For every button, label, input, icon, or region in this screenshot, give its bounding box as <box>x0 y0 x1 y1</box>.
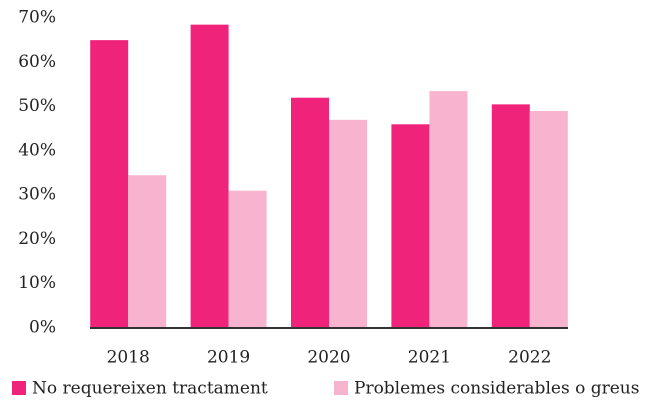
legend-label: Problemes considerables o greus <box>354 379 639 399</box>
bar <box>329 119 367 328</box>
y-tick-label: 0% <box>29 318 56 338</box>
bar <box>128 175 167 328</box>
x-tick-label: 2022 <box>508 348 551 368</box>
bar <box>291 97 329 328</box>
legend-swatch <box>12 381 26 395</box>
y-tick-label: 50% <box>18 96 56 116</box>
x-tick-label: 2019 <box>207 348 250 368</box>
x-tick-label: 2018 <box>107 348 150 368</box>
y-tick-label: 30% <box>18 185 56 205</box>
bar <box>491 104 530 328</box>
x-tick-label: 2021 <box>408 348 451 368</box>
x-tick-label: 2020 <box>307 348 350 368</box>
legend-swatch <box>334 381 348 395</box>
bar <box>429 91 468 328</box>
bar <box>90 40 129 329</box>
y-tick-label: 10% <box>18 273 56 293</box>
y-tick-label: 20% <box>18 229 56 249</box>
bar <box>190 24 229 329</box>
y-tick-label: 60% <box>18 52 56 72</box>
bar <box>391 124 430 329</box>
y-tick-label: 70% <box>18 8 56 28</box>
legend-label: No requereixen tractament <box>32 379 268 399</box>
bar <box>529 111 568 328</box>
bar <box>228 190 267 328</box>
y-tick-label: 40% <box>18 140 56 160</box>
